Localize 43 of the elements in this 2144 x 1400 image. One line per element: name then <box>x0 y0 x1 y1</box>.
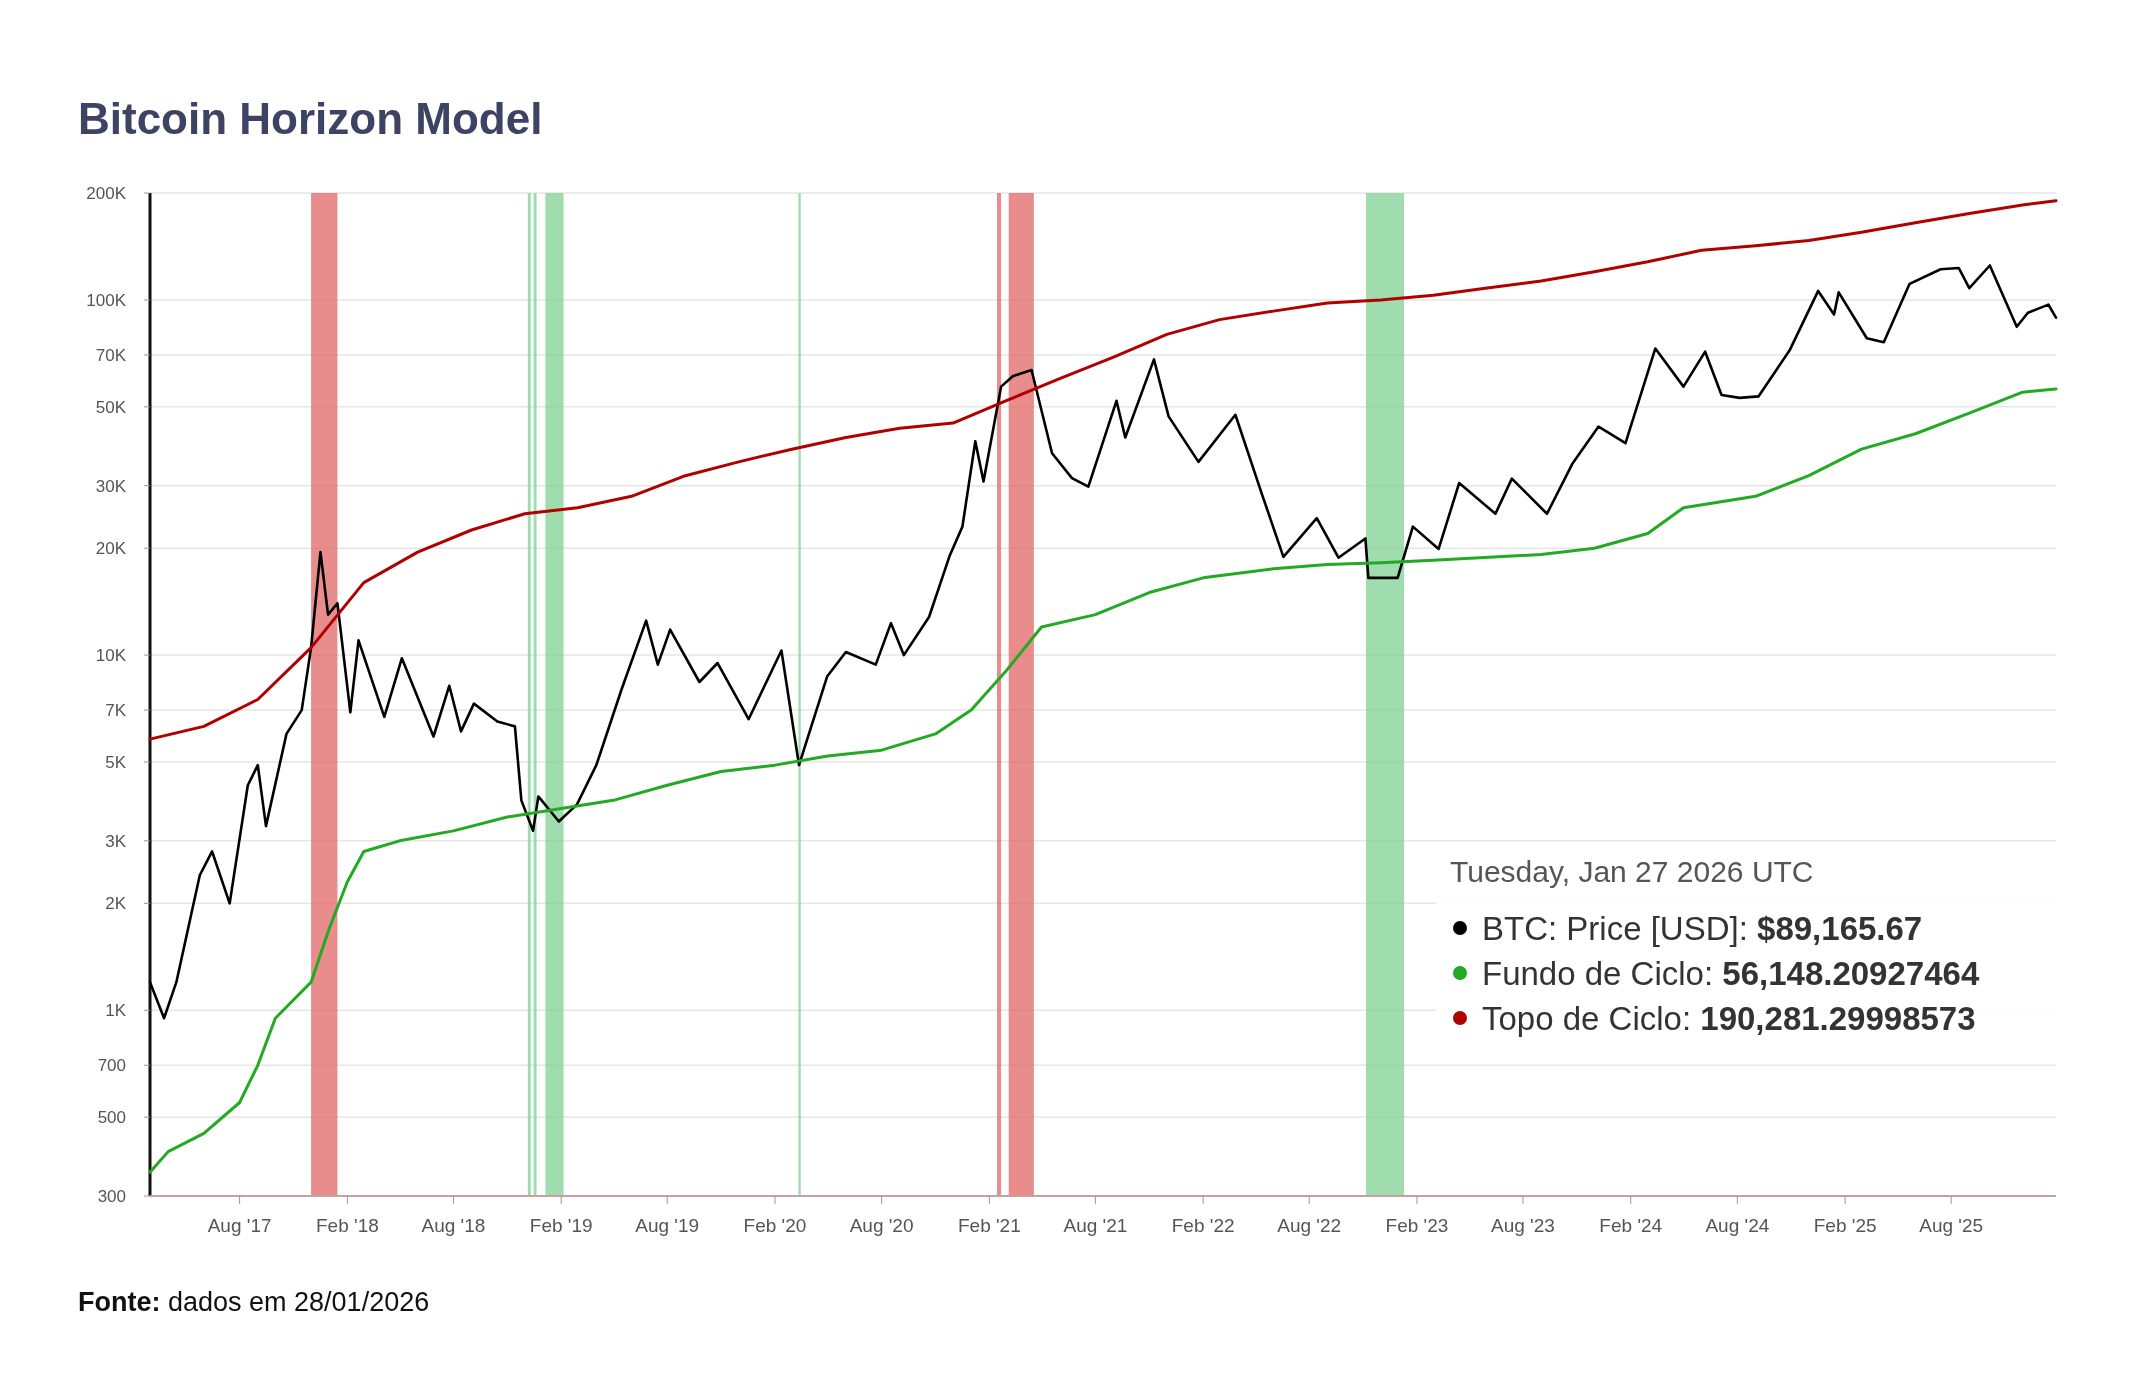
x-tick-label: Feb '24 <box>1599 1215 1663 1236</box>
x-tick-label: Aug '17 <box>207 1215 272 1236</box>
annotation: Tuesday, Jan 27 2026 UTC <box>1450 855 1814 888</box>
y-tick-label: 700 <box>97 1056 126 1076</box>
annotation: : 56,148.20927464 <box>1703 954 1980 992</box>
y-tick-label: 10K <box>95 646 127 666</box>
legend-label: Fundo de Ciclo <box>1482 954 1704 992</box>
x-tick-label: Feb '18 <box>316 1215 379 1236</box>
annotation: : 190,281.29998573 <box>1681 999 1976 1037</box>
y-tick-label: 300 <box>97 1186 126 1206</box>
y-tick-label: 5K <box>105 752 127 772</box>
legend-label: Topo de Ciclo <box>1482 999 1682 1037</box>
y-tick-label: 500 <box>97 1108 126 1128</box>
y-tick-label: 20K <box>95 539 127 559</box>
x-tick-label: Feb '23 <box>1385 1215 1449 1236</box>
x-tick-label: Aug '25 <box>1919 1215 1984 1236</box>
x-tick-label: Aug '18 <box>421 1215 486 1236</box>
y-tick-label: 7K <box>105 701 127 721</box>
source-note: Fonte: dados em 28/01/2026 <box>78 1287 430 1317</box>
x-tick-label: Feb '19 <box>529 1215 593 1236</box>
x-tick-label: Feb '21 <box>957 1215 1021 1236</box>
x-tick-label: Aug '22 <box>1277 1215 1342 1236</box>
x-tick-label: Feb '25 <box>1813 1215 1877 1236</box>
x-tick-label: Feb '22 <box>1171 1215 1235 1236</box>
annotation: : $89,165.67 <box>1738 909 1923 947</box>
y-tick-label: 3K <box>105 831 127 851</box>
y-tick-label: 200K <box>86 183 127 203</box>
line-series <box>148 199 2058 741</box>
legend-label: BTC: Price [USD] <box>1482 909 1739 947</box>
y-tick-label: 100K <box>86 290 127 310</box>
x-tick-label: Aug '23 <box>1491 1215 1555 1236</box>
y-tick-label: 1K <box>105 1001 127 1021</box>
x-tick-label: Aug '20 <box>849 1215 914 1236</box>
line-series <box>148 387 2058 1174</box>
x-tick-label: Feb '20 <box>743 1215 807 1236</box>
y-tick-label: 2K <box>105 894 127 914</box>
x-tick-label: Aug '24 <box>1705 1215 1770 1236</box>
chart-title: Bitcoin Horizon Model <box>78 94 543 143</box>
x-tick-label: Aug '19 <box>635 1215 700 1236</box>
y-tick-label: 30K <box>95 476 127 496</box>
x-tick-label: Aug '21 <box>1063 1215 1128 1236</box>
y-tick-label: 70K <box>95 345 127 365</box>
y-tick-label: 50K <box>95 397 127 417</box>
